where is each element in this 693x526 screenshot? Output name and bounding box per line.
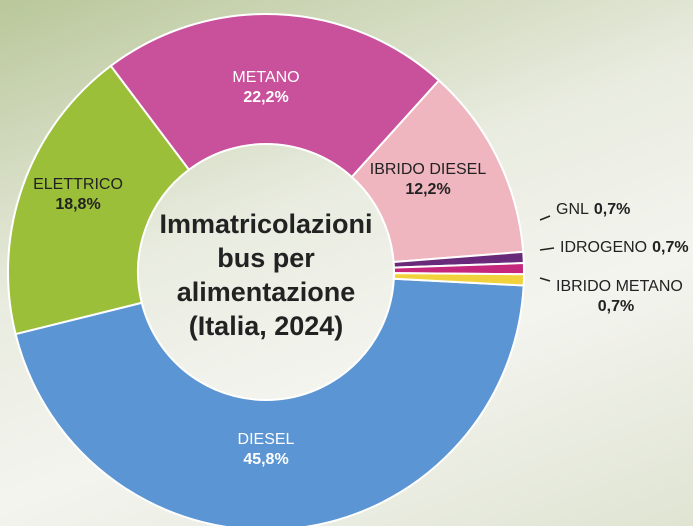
slice [7, 64, 191, 336]
leader-line [527, 278, 540, 280]
slice-label: GNL 0,7% [556, 201, 630, 218]
leader-line [539, 277, 551, 282]
slice-label: METANO [232, 69, 299, 86]
slice-label: IBRIDO METANO [556, 278, 683, 295]
leader-line [527, 220, 540, 257]
value-label: 45,8% [243, 451, 288, 468]
slice-label: DIESEL [238, 431, 295, 448]
category-name: GNL [556, 201, 589, 218]
value-label: 0,7% [598, 298, 634, 315]
value-label: 12,2% [405, 181, 450, 198]
value-label: 0,7% [594, 201, 630, 218]
slice [14, 277, 525, 526]
slice [392, 272, 525, 287]
category-name: IDROGENO [560, 239, 647, 256]
chart-title: Immatricolazioni bus per alimentazione (… [159, 209, 373, 341]
value-label: 0,7% [652, 239, 688, 256]
leader-line [539, 215, 551, 221]
slice-label: IDROGENO 0,7% [560, 239, 689, 256]
slice [109, 13, 441, 179]
value-label: 22,2% [243, 89, 288, 106]
leader-line [527, 250, 540, 269]
value-label: 18,8% [55, 196, 100, 213]
slice-label: IBRIDO DIESEL [370, 161, 487, 178]
slice-label: ELETTRICO [33, 176, 123, 193]
leader-line [539, 247, 555, 251]
